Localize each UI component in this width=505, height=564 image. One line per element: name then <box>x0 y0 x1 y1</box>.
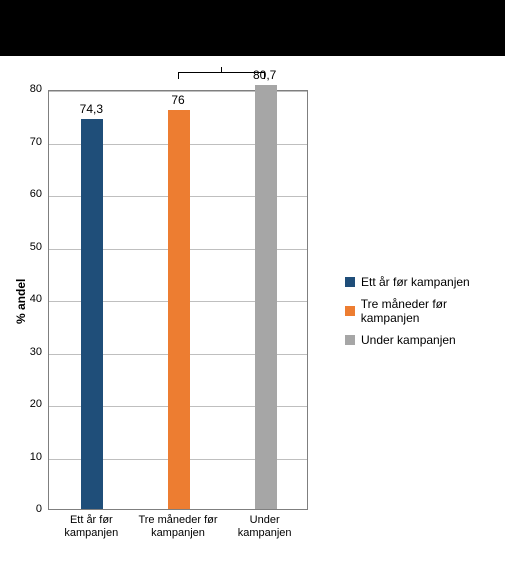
y-tick-label: 70 <box>18 136 42 148</box>
legend-swatch <box>345 335 355 345</box>
legend-swatch <box>345 277 355 287</box>
bar-value-label: 80,7 <box>253 68 276 82</box>
bracket-end-left <box>178 73 179 79</box>
bar-value-label: 76 <box>171 93 184 107</box>
y-tick-label: 50 <box>18 241 42 253</box>
legend-swatch <box>345 306 355 316</box>
y-tick-label: 60 <box>18 188 42 200</box>
y-tick-label: 10 <box>18 451 42 463</box>
y-tick-label: 20 <box>18 398 42 410</box>
legend-label: Tre måneder før kampanjen <box>361 297 505 325</box>
comparison-bracket <box>178 72 265 73</box>
y-tick-label: 40 <box>18 293 42 305</box>
category-label: Under kampanjen <box>224 514 305 540</box>
bracket-mid <box>221 67 222 73</box>
y-tick-label: 0 <box>18 503 42 515</box>
category-label: Ett år før kampanjen <box>51 514 132 540</box>
legend: Ett år før kampanjen Tre måneder før kamp… <box>345 275 505 355</box>
plot-area <box>48 90 308 510</box>
legend-item: Ett år før kampanjen <box>345 275 505 289</box>
bar <box>255 85 277 509</box>
legend-item: Under kampanjen <box>345 333 505 347</box>
bar <box>168 110 190 509</box>
top-black-band <box>0 0 505 56</box>
legend-label: Under kampanjen <box>361 333 456 347</box>
legend-label: Ett år før kampanjen <box>361 275 470 289</box>
legend-item: Tre måneder før kampanjen <box>345 297 505 325</box>
bar <box>81 119 103 509</box>
category-label: Tre måneder før kampanjen <box>138 514 219 540</box>
y-tick-label: 30 <box>18 346 42 358</box>
y-tick-label: 80 <box>18 83 42 95</box>
bar-value-label: 74,3 <box>80 102 103 116</box>
